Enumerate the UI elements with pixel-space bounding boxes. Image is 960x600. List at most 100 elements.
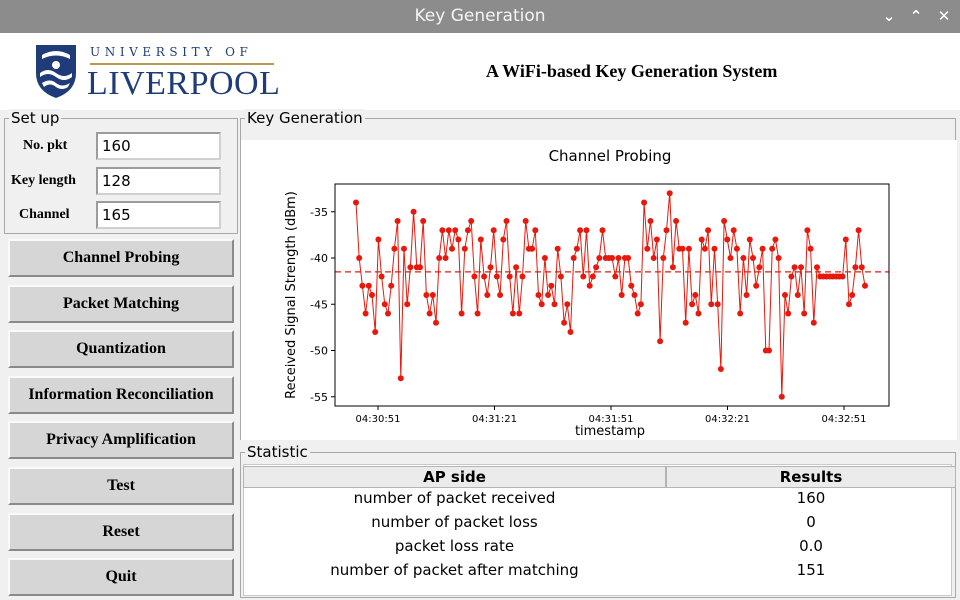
rssi-point [737,310,744,317]
rssi-point [743,292,750,298]
rssi-point [589,273,596,280]
reset-button[interactable]: Reset [8,513,234,551]
rssi-point [650,255,657,261]
information-reconciliation-button[interactable]: Information Reconciliation [8,376,234,414]
rssi-point [634,310,641,317]
rssi-point [750,255,756,261]
rssi-point [423,292,430,298]
rssi-point [401,245,407,252]
rssi-point [388,282,395,289]
packet-matching-button[interactable]: Packet Matching [8,285,234,323]
rssi-point [538,301,545,308]
rssi-point [577,227,584,234]
rssi-point [471,273,478,280]
results-header[interactable]: Results [666,466,956,488]
rssi-point [637,301,644,308]
rssi-point [362,310,369,317]
rssi-point [846,301,852,308]
key-length-input[interactable]: 128 [96,167,221,195]
rssi-point [426,310,433,317]
rssi-point [580,273,587,280]
rssi-point [682,319,689,326]
rssi-point [561,319,568,326]
rssi-point [705,227,712,234]
rssi-point [455,236,462,243]
rssi-point [657,338,664,345]
rssi-point [695,310,702,317]
close-icon[interactable]: ✕ [937,7,951,25]
rssi-point [730,227,737,234]
rssi-point [436,255,443,261]
rssi-point [375,236,382,243]
rssi-point [599,227,606,234]
rssi-point [433,319,439,326]
maximize-icon[interactable]: ⌃ [909,7,923,25]
rssi-point [487,264,494,271]
rssi-point [644,245,651,252]
rssi-point [513,264,520,271]
app-header: UNIVERSITY OF LIVERPOOL A WiFi-based Key… [0,33,960,110]
rssi-point [410,208,417,215]
rssi-point [420,218,427,224]
rssi-point [445,227,452,234]
rssi-point [679,245,686,252]
stat-name-received: number of packet received [353,489,556,507]
rssi-point [615,255,622,261]
rssi-point [804,227,811,234]
rssi-point [746,236,753,243]
no-pkt-input[interactable]: 160 [96,132,221,160]
privacy-amplification-button[interactable]: Privacy Amplification [8,421,234,459]
rssi-point [631,292,638,298]
rssi-point [490,227,497,234]
logo-top-text: UNIVERSITY OF [90,45,253,59]
rssi-point [522,218,529,224]
rssi-point [554,245,561,252]
rssi-point [394,218,401,224]
quantization-button[interactable]: Quantization [8,330,234,368]
rssi-point [685,245,692,252]
rssi-point [756,264,763,271]
rssi-point [586,282,593,289]
rssi-point [782,292,788,298]
rssi-point [458,310,465,317]
rssi-point [407,264,414,271]
x-tick-label: 04:31:51 [589,414,634,425]
rssi-point [862,282,868,289]
minimize-icon[interactable]: ⌄ [882,7,896,25]
rssi-point [711,245,718,252]
rssi-point [481,273,488,280]
channel-probing-chart: Channel Probing -35 -40 -45 -50 -55 04:30:51 0… [241,140,957,440]
channel-input[interactable]: 165 [96,201,221,229]
rssi-point [727,255,734,261]
rssi-point [596,255,603,261]
rssi-point [807,245,814,252]
rssi-point [839,273,846,280]
rssi-point [391,245,398,252]
channel-label: Channel [19,207,70,222]
x-tick-label: 04:30:51 [356,414,401,425]
ap-side-header[interactable]: AP side [243,466,666,488]
test-button[interactable]: Test [8,467,234,505]
rssi-point [369,292,375,298]
rssi-point [692,292,699,298]
app-title: A WiFi-based Key Generation System [486,61,778,81]
rssi-point [653,236,660,243]
rssi-point [612,273,619,280]
plot-frame [334,183,890,407]
chart-title: Channel Probing [549,147,672,165]
quit-button[interactable]: Quit [8,558,234,596]
x-tick-label: 04:32:51 [822,414,867,425]
rssi-point [573,245,580,252]
rssi-point [775,255,782,261]
rssi-point [714,301,721,308]
stat-value-received: 160 [796,489,826,507]
setup-panel-label: Set up [9,109,62,127]
x-axis-label: timestamp [575,424,645,439]
rssi-point [778,393,785,400]
rssi-point [516,310,523,317]
rssi-point [798,264,804,271]
statistic-panel-label: Statistic [245,443,310,461]
rssi-point [381,301,388,308]
stat-value-loss: 0 [806,513,816,531]
channel-probing-button[interactable]: Channel Probing [8,239,234,277]
